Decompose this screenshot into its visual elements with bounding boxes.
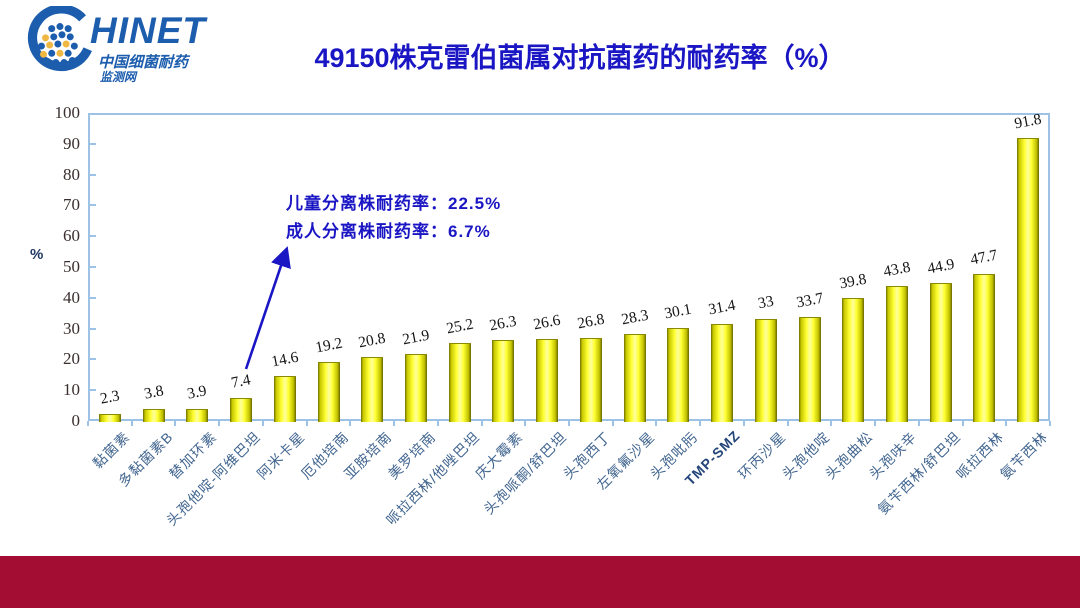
x-axis-tick-mark bbox=[917, 421, 920, 426]
x-axis-tick-mark bbox=[436, 421, 439, 426]
bar bbox=[885, 286, 908, 422]
x-axis-tick-mark bbox=[218, 421, 221, 426]
page-title: 49150株克雷伯菌属对抗菌药的耐药率（%） bbox=[314, 43, 846, 73]
y-axis-tick-label: 40 bbox=[63, 287, 80, 307]
x-axis-tick-mark bbox=[393, 421, 396, 426]
annotation-line-adults: 成人分离株耐药率：6.7% bbox=[286, 222, 491, 241]
x-axis-tick-mark bbox=[1005, 421, 1008, 426]
bar bbox=[404, 353, 427, 422]
y-axis-tick-label: 80 bbox=[63, 164, 80, 184]
x-axis-tick-mark bbox=[130, 421, 133, 426]
x-axis-category-label: 头孢他啶 bbox=[778, 428, 833, 483]
y-axis-tick-label: 30 bbox=[63, 318, 80, 338]
x-axis-tick-mark bbox=[174, 421, 177, 426]
annotation-text: 儿童分离株耐药率：22.5% 成人分离株耐药率：6.7% bbox=[286, 190, 501, 246]
x-axis-tick-mark bbox=[611, 421, 614, 426]
bar bbox=[973, 274, 996, 422]
x-axis-tick-mark bbox=[874, 421, 877, 426]
bar bbox=[1017, 138, 1040, 422]
bar bbox=[579, 338, 602, 422]
bar bbox=[842, 298, 865, 422]
x-axis-tick-mark bbox=[786, 421, 789, 426]
x-axis-tick-mark bbox=[349, 421, 352, 426]
y-axis-tick-mark bbox=[90, 327, 96, 330]
x-axis-tick-mark bbox=[830, 421, 833, 426]
y-axis-tick-label: 60 bbox=[63, 226, 80, 246]
y-axis-unit-label: % bbox=[30, 246, 44, 263]
bar bbox=[186, 408, 209, 422]
y-axis-tick-mark bbox=[90, 204, 96, 207]
annotation-line-children: 儿童分离株耐药率：22.5% bbox=[286, 194, 502, 213]
logo-wordmark: HINET bbox=[90, 10, 206, 51]
y-axis-tick-label: 90 bbox=[63, 133, 80, 153]
bar bbox=[929, 282, 952, 422]
x-axis-tick-mark bbox=[480, 421, 483, 426]
y-axis-tick-mark bbox=[90, 296, 96, 299]
bar bbox=[492, 339, 515, 422]
y-axis-tick-label: 0 bbox=[71, 411, 81, 430]
bar bbox=[667, 328, 690, 422]
x-axis-tick-mark bbox=[699, 421, 702, 426]
y-axis-tick-mark bbox=[90, 173, 96, 176]
x-axis-tick-mark bbox=[742, 421, 745, 426]
bar bbox=[98, 413, 121, 422]
y-axis-tick-mark bbox=[90, 358, 96, 361]
x-axis-tick-mark bbox=[87, 421, 89, 426]
y-axis-tick-label: 10 bbox=[63, 380, 80, 400]
bar bbox=[448, 343, 471, 422]
x-axis-tick-mark bbox=[1049, 421, 1051, 426]
chinet-logo: HINET 中国细菌耐药 监测网 bbox=[26, 4, 256, 94]
bar bbox=[623, 333, 646, 422]
bar bbox=[754, 319, 777, 422]
x-axis-tick-mark bbox=[655, 421, 658, 426]
bar bbox=[536, 339, 559, 422]
x-axis-category-label: 厄他培南 bbox=[297, 428, 352, 483]
y-axis-tick-label: 70 bbox=[63, 195, 80, 215]
x-axis-category-label: 环丙沙星 bbox=[734, 428, 789, 483]
y-axis-tick-mark bbox=[90, 235, 96, 238]
x-axis-tick-mark bbox=[261, 421, 264, 426]
bar bbox=[711, 324, 734, 422]
bar bbox=[273, 376, 296, 422]
x-axis-category-label: 阿米卡星 bbox=[253, 428, 308, 483]
y-axis-tick-mark bbox=[90, 142, 96, 145]
x-axis-tick-mark bbox=[961, 421, 964, 426]
y-axis-tick-label: 50 bbox=[63, 257, 80, 276]
bar bbox=[142, 409, 165, 422]
bottom-red-band bbox=[0, 556, 1080, 608]
x-axis-category-label: 氨苄西林 bbox=[997, 428, 1051, 483]
y-axis-tick-label: 100 bbox=[54, 103, 81, 122]
bar bbox=[361, 356, 384, 422]
logo-subtitle-line2: 监测网 bbox=[100, 70, 137, 84]
x-axis-tick-mark bbox=[305, 421, 308, 426]
bar bbox=[317, 361, 340, 422]
chinet-c-emblem-icon bbox=[27, 6, 92, 72]
y-axis-tick-mark bbox=[90, 389, 96, 392]
x-axis-category-label: 哌拉西林 bbox=[953, 428, 1008, 483]
bar bbox=[230, 398, 253, 422]
y-axis-tick-mark bbox=[90, 266, 96, 268]
bar bbox=[798, 317, 821, 422]
x-axis-tick-mark bbox=[524, 421, 527, 426]
logo-subtitle-line1: 中国细菌耐药 bbox=[98, 54, 189, 71]
x-axis-tick-mark bbox=[568, 421, 570, 426]
y-axis-tick-label: 20 bbox=[63, 349, 80, 369]
